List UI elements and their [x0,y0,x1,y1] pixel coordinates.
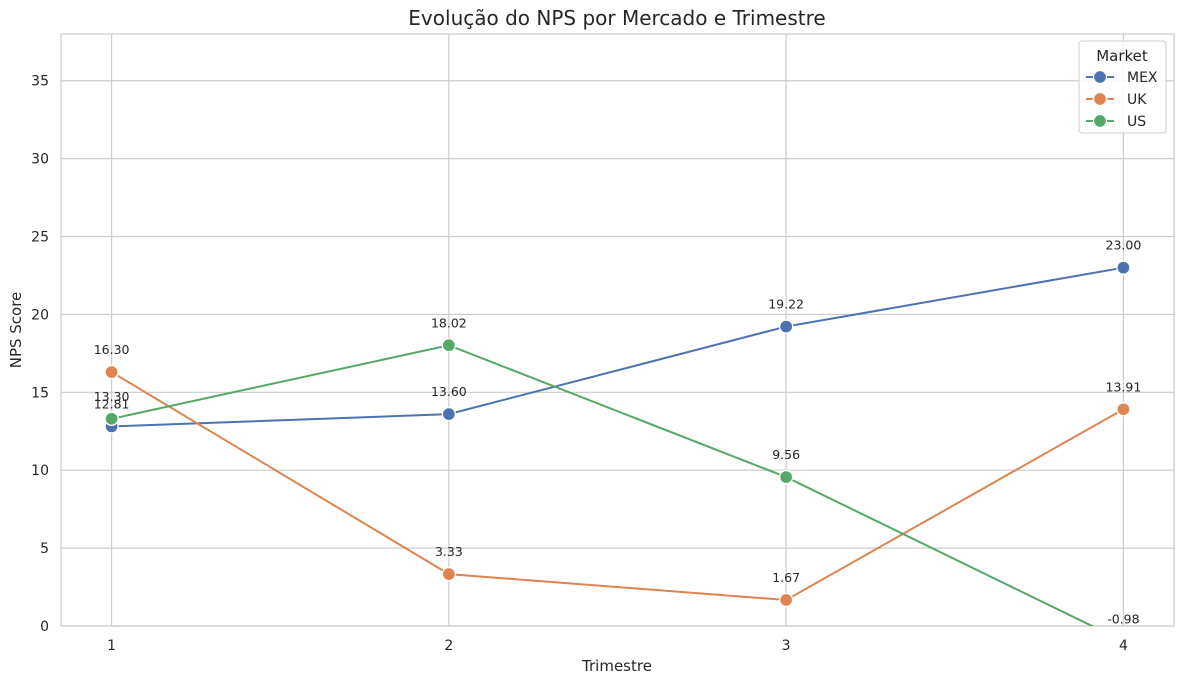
x-tick-label: 4 [1119,638,1128,654]
series-line-mex [111,266,1124,428]
data-point-uk [1116,402,1131,417]
data-label-uk: 1.67 [772,570,800,585]
y-tick-label: 20 [31,307,49,323]
legend-label-us: US [1127,114,1146,130]
legend-marker-mex [1092,69,1108,85]
legend-marker-uk [1092,91,1108,107]
data-label-mex: 23.00 [1106,238,1142,253]
y-tick-label: 25 [31,230,49,246]
data-label-uk: 13.91 [1106,379,1142,394]
plot-background [61,34,1174,626]
x-tick-labels: 1 2 3 4 [107,638,1128,654]
data-point-us [104,411,119,426]
data-label-uk: 16.30 [94,342,130,357]
data-point-uk [104,364,119,380]
data-label-mex: 12.81 [94,396,130,411]
plot-frame [60,33,1175,627]
series-layer [104,260,1131,626]
x-tick-label: 3 [782,638,791,654]
y-tick-label: 15 [31,385,49,401]
x-axis-label: Trimestre [581,657,652,675]
legend-marker-us [1092,113,1108,129]
legend-title: Market [1096,47,1148,65]
legend-label-mex: MEX [1127,70,1158,86]
y-axis-label: NPS Score [7,292,25,369]
legend: Market MEX UK US [1078,40,1167,134]
data-label-us: 18.02 [431,315,467,330]
legend-label-uk: UK [1127,92,1147,108]
legend-items: MEX UK US [1086,69,1158,130]
y-tick-label: 10 [31,463,49,479]
y-tick-label: 5 [40,541,49,557]
y-tick-label: 35 [31,74,49,90]
data-point-uk [441,566,457,582]
data-point-us [778,469,794,485]
series-line-us [111,344,1095,626]
data-label-uk: 3.33 [435,544,463,559]
x-tick-label: 1 [107,638,116,654]
data-label-us: 13.30 [94,389,130,404]
series-line-uk [111,371,1124,602]
legend-frame [1078,40,1167,134]
data-point-mex [778,319,794,334]
y-tick-label: 30 [31,152,49,168]
data-label-us: 9.56 [772,447,800,462]
y-tick-label: 0 [40,619,49,635]
data-label-mex: 13.60 [431,384,467,399]
y-tick-labels: 0 5 10 15 20 25 30 35 [31,74,49,635]
data-label-mex: 19.22 [768,297,804,312]
data-point-uk [778,592,794,608]
data-labels: 12.81 13.60 19.22 23.00 16.30 3.33 1.67 13.91 13… [94,238,1142,627]
data-point-mex [441,406,457,422]
data-point-us [441,338,457,353]
data-label-us: -0.98 [1107,611,1139,626]
chart-title: Evolução do NPS por Mercado e Trimestre [408,6,825,30]
data-point-mex [1116,260,1131,275]
x-tick-label: 2 [444,638,453,654]
